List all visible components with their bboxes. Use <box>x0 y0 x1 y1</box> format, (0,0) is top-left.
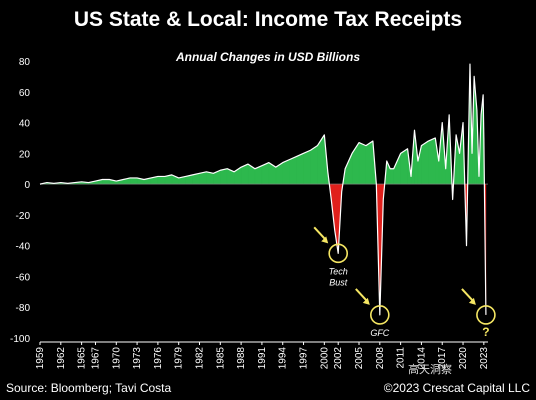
positive-area <box>358 142 367 185</box>
annotation-label: Tech <box>329 266 348 276</box>
annotation-label: GFC <box>370 328 389 338</box>
x-tick-label: 1967 <box>90 347 101 370</box>
annotation-circle <box>370 305 390 325</box>
x-tick-label: 1962 <box>56 347 67 370</box>
x-tick-label: 1982 <box>195 347 206 370</box>
y-tick-label: 20 <box>19 149 31 160</box>
source-note: Source: Bloomberg; Tavi Costa <box>6 381 172 395</box>
x-tick-label: 1979 <box>174 347 185 370</box>
annotation-arrow <box>313 226 327 242</box>
y-tick-label: 0 <box>24 180 30 191</box>
positive-area <box>389 168 394 185</box>
positive-area <box>310 145 318 185</box>
positive-area <box>344 153 353 185</box>
positive-area <box>220 168 228 185</box>
x-tick-label: 1970 <box>111 347 122 370</box>
positive-area <box>296 152 304 185</box>
copyright-note: ©2023 Crescat Capital LLC <box>383 381 530 395</box>
x-tick-label: 1997 <box>299 347 310 370</box>
x-tick-label: 2008 <box>375 347 386 370</box>
annotation-circle <box>328 243 349 264</box>
annotation-arrowhead <box>468 297 476 305</box>
annotation-circle <box>476 305 496 325</box>
positive-area <box>157 176 166 185</box>
annotation-arrowhead <box>362 297 370 305</box>
positive-area <box>102 179 110 185</box>
x-tick-label: 1965 <box>77 347 88 370</box>
chart-title: US State & Local: Income Tax Receipts <box>73 8 463 31</box>
y-tick-label: -20 <box>16 211 31 222</box>
y-tick-label: -80 <box>16 303 31 314</box>
series-line <box>39 63 487 316</box>
positive-area <box>400 148 408 185</box>
annotation-arrowhead <box>321 236 329 244</box>
watermark: 高天洞察 <box>408 364 452 376</box>
positive-area <box>421 140 429 185</box>
annotation-label: Bust <box>329 277 348 287</box>
x-tick-label: 1973 <box>132 347 143 370</box>
positive-area <box>393 153 401 185</box>
x-tick-label: 2000 <box>319 347 330 370</box>
chart-subtitle: Annual Changes in USD Billions <box>175 50 360 64</box>
x-tick-label: 2005 <box>354 347 365 370</box>
x-tick-label: 2017 <box>437 347 448 370</box>
x-tick-label: 2020 <box>458 347 469 370</box>
annotation-arrow <box>461 288 475 303</box>
x-tick-label: 2014 <box>416 347 427 370</box>
y-tick-label: -60 <box>16 272 31 283</box>
y-tick-label: 60 <box>19 88 31 99</box>
positive-area <box>282 159 290 185</box>
y-tick-label: -40 <box>16 242 31 253</box>
annotation-arrow <box>355 288 369 303</box>
positive-area <box>129 177 138 185</box>
y-tick-label: 40 <box>19 119 31 130</box>
y-tick-label: 80 <box>19 57 31 68</box>
positive-area <box>303 149 311 185</box>
y-tick-label: -100 <box>10 334 30 345</box>
positive-area <box>365 140 374 185</box>
x-tick-label: 1959 <box>35 347 46 370</box>
positive-area <box>317 134 325 185</box>
x-tick-label: 1991 <box>257 347 268 370</box>
x-tick-label: 1988 <box>236 347 247 370</box>
x-tick-label: 2023 <box>479 347 490 370</box>
x-tick-label: 1976 <box>153 347 164 370</box>
x-tick-label: 2002 <box>333 347 344 370</box>
x-tick-label: 1994 <box>278 347 289 370</box>
x-tick-label: 1985 <box>215 347 226 370</box>
annotation-label: ? <box>482 325 489 339</box>
positive-area <box>289 156 297 185</box>
positive-area <box>428 137 436 185</box>
x-tick-label: 2011 <box>396 347 407 369</box>
